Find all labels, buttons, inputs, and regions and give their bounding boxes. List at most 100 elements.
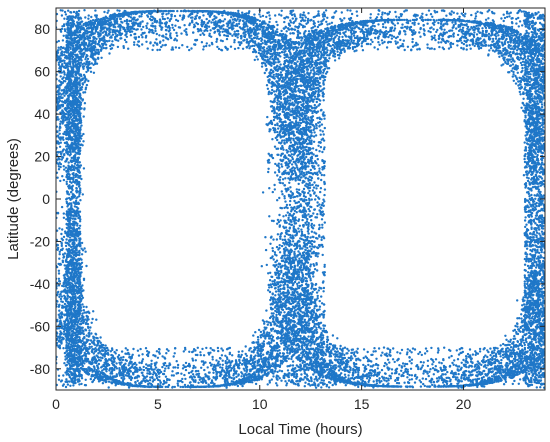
data-point xyxy=(93,53,97,56)
data-point xyxy=(93,339,96,342)
data-point xyxy=(109,47,113,51)
data-point xyxy=(211,358,214,361)
data-point xyxy=(261,374,264,378)
data-point xyxy=(276,51,279,55)
data-point xyxy=(290,345,294,349)
data-point xyxy=(200,21,203,24)
data-point xyxy=(272,38,275,41)
data-point xyxy=(275,72,278,76)
data-point xyxy=(135,363,138,366)
data-point xyxy=(311,183,314,186)
data-point xyxy=(82,278,86,282)
data-point xyxy=(64,244,68,248)
data-point xyxy=(257,347,260,350)
data-point xyxy=(263,48,266,52)
data-point xyxy=(129,25,132,28)
data-point xyxy=(202,378,206,381)
data-point xyxy=(99,30,102,33)
data-point xyxy=(120,361,123,364)
data-point xyxy=(93,336,96,339)
data-point xyxy=(272,317,275,321)
data-point xyxy=(374,36,377,40)
scatter-points xyxy=(56,9,545,389)
data-point xyxy=(82,53,85,56)
data-point xyxy=(261,42,264,45)
data-point xyxy=(255,43,258,46)
data-point xyxy=(266,27,269,30)
data-point xyxy=(118,358,122,362)
data-point xyxy=(121,365,124,368)
data-point xyxy=(239,355,242,358)
data-point xyxy=(201,381,205,384)
data-point xyxy=(111,40,114,43)
data-point xyxy=(104,344,107,347)
data-point xyxy=(218,21,222,24)
data-point xyxy=(90,25,93,29)
data-point xyxy=(253,58,256,62)
data-point xyxy=(267,356,271,359)
data-point xyxy=(281,359,284,363)
data-point xyxy=(274,61,277,64)
data-point xyxy=(206,366,209,369)
data-point xyxy=(86,57,90,61)
data-point xyxy=(173,385,176,389)
data-point xyxy=(80,241,84,245)
data-point xyxy=(82,167,86,170)
data-point xyxy=(273,56,276,59)
data-point xyxy=(100,56,103,59)
data-point xyxy=(278,102,281,106)
data-point xyxy=(197,369,200,373)
data-point xyxy=(263,331,266,334)
data-point xyxy=(233,370,236,373)
data-point xyxy=(167,9,171,13)
data-point xyxy=(89,66,92,70)
data-point xyxy=(82,309,86,312)
data-point xyxy=(264,372,267,375)
data-point xyxy=(136,379,139,382)
data-point xyxy=(245,366,248,369)
data-point xyxy=(500,358,503,362)
data-point xyxy=(312,140,316,143)
data-point xyxy=(257,328,261,332)
data-point xyxy=(97,340,100,343)
data-point xyxy=(214,20,217,23)
data-point xyxy=(255,55,258,58)
data-point xyxy=(57,269,61,272)
data-point xyxy=(205,17,208,21)
data-point xyxy=(272,73,275,77)
data-point xyxy=(275,147,278,150)
data-point xyxy=(268,63,272,66)
data-point xyxy=(84,322,88,326)
data-point xyxy=(243,369,246,372)
data-point xyxy=(261,62,264,65)
data-point xyxy=(91,341,94,344)
data-point xyxy=(107,349,110,352)
data-point xyxy=(221,30,224,33)
data-point xyxy=(84,329,88,332)
data-point xyxy=(262,46,266,49)
data-point xyxy=(157,383,160,386)
data-point xyxy=(229,369,233,372)
data-point xyxy=(59,75,62,78)
data-point xyxy=(270,91,273,95)
data-point xyxy=(83,91,87,94)
data-point xyxy=(274,344,278,348)
data-point xyxy=(102,35,106,38)
data-point xyxy=(269,337,272,340)
data-point xyxy=(277,220,281,224)
data-point xyxy=(242,367,245,370)
data-point xyxy=(254,373,257,376)
data-point xyxy=(210,21,213,24)
data-point xyxy=(270,329,273,332)
data-point xyxy=(88,345,91,349)
data-point xyxy=(245,370,248,373)
data-point xyxy=(273,145,277,148)
data-point xyxy=(190,371,193,374)
data-point xyxy=(277,109,280,112)
data-point xyxy=(296,284,299,288)
data-point xyxy=(194,359,197,362)
data-point xyxy=(274,273,277,276)
data-point xyxy=(131,353,134,356)
data-point xyxy=(101,349,104,352)
data-point xyxy=(154,29,157,33)
